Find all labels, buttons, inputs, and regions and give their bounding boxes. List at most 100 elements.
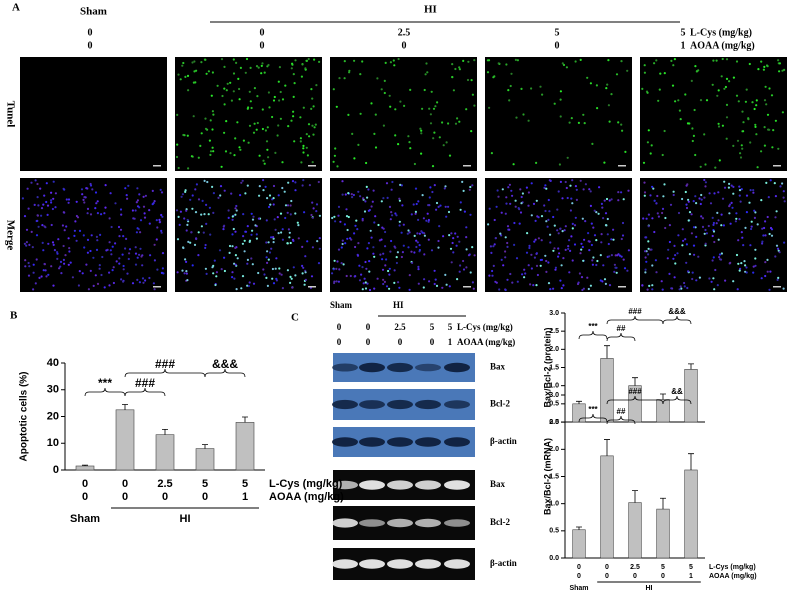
cell-dot bbox=[122, 235, 125, 238]
cell-dot bbox=[392, 59, 395, 62]
cell-dot bbox=[208, 139, 211, 142]
cell-dot bbox=[461, 180, 464, 183]
annotation: *** bbox=[588, 405, 598, 414]
cell-dot bbox=[595, 84, 599, 87]
cell-dot bbox=[705, 232, 709, 235]
dose-label: 5 bbox=[448, 322, 453, 332]
cell-dot bbox=[268, 106, 271, 109]
brace bbox=[84, 387, 126, 397]
error-bar bbox=[576, 400, 582, 404]
bar bbox=[195, 448, 215, 471]
cell-dot bbox=[311, 124, 314, 127]
cell-dot bbox=[78, 270, 81, 273]
cell-dot bbox=[605, 87, 608, 90]
annotation: *** bbox=[588, 322, 598, 331]
cell-dot bbox=[718, 253, 722, 256]
cell-dot bbox=[473, 254, 476, 257]
cell-dot bbox=[36, 214, 40, 217]
cell-dot bbox=[402, 223, 405, 226]
bar bbox=[684, 469, 698, 559]
cell-dot bbox=[230, 192, 233, 195]
cell-dot bbox=[562, 284, 565, 287]
cell-dot bbox=[715, 59, 718, 62]
cell-dot bbox=[367, 188, 370, 191]
cell-dot bbox=[425, 219, 428, 222]
cell-dot bbox=[138, 193, 141, 196]
cell-dot bbox=[286, 204, 290, 207]
cell-dot bbox=[119, 228, 123, 231]
cell-dot bbox=[755, 104, 758, 107]
cell-dot bbox=[255, 237, 258, 240]
cell-dot bbox=[655, 59, 658, 62]
cell-dot bbox=[468, 188, 471, 191]
cell-dot bbox=[603, 278, 607, 281]
cell-dot bbox=[624, 150, 627, 153]
cell-dot bbox=[265, 276, 268, 279]
cell-dot bbox=[620, 237, 623, 241]
cell-dot bbox=[651, 288, 654, 291]
cell-dot bbox=[197, 254, 200, 257]
cell-dot bbox=[182, 246, 185, 250]
cell-dot bbox=[566, 156, 569, 159]
cell-dot bbox=[305, 59, 308, 62]
cell-dot bbox=[266, 197, 269, 200]
cell-dot bbox=[515, 257, 519, 260]
cell-dot bbox=[289, 275, 292, 278]
cell-dot bbox=[754, 211, 757, 214]
cell-dot bbox=[45, 200, 48, 204]
cell-dot bbox=[184, 190, 187, 193]
cell-dot bbox=[367, 209, 370, 212]
cell-dot bbox=[564, 248, 567, 251]
cell-dot bbox=[600, 202, 604, 205]
cell-dot bbox=[409, 88, 412, 91]
cell-dot bbox=[122, 264, 125, 268]
cell-dot bbox=[191, 61, 194, 64]
cell-dot bbox=[276, 134, 279, 137]
cell-dot bbox=[223, 65, 226, 68]
cell-dot bbox=[312, 105, 315, 108]
cell-dot bbox=[777, 147, 780, 150]
cell-dot bbox=[228, 244, 232, 248]
cell-dot bbox=[507, 89, 510, 92]
cell-dot bbox=[582, 113, 585, 116]
bar bbox=[572, 529, 586, 559]
cell-dot bbox=[420, 132, 423, 135]
cell-dot bbox=[317, 262, 321, 265]
cell-dot bbox=[661, 288, 664, 291]
cell-dot bbox=[548, 179, 551, 182]
cell-dot bbox=[216, 84, 219, 87]
y-tick-label: 2.5 bbox=[549, 419, 559, 426]
cell-dot bbox=[182, 133, 185, 137]
cell-dot bbox=[260, 64, 263, 67]
cell-dot bbox=[661, 207, 665, 210]
cell-dot bbox=[313, 58, 316, 61]
cell-dot bbox=[83, 246, 86, 249]
cell-dot bbox=[155, 238, 158, 241]
cell-dot bbox=[505, 202, 508, 205]
cell-dot bbox=[756, 166, 759, 169]
cell-dot bbox=[584, 183, 588, 186]
cell-dot bbox=[310, 107, 313, 110]
cell-dot bbox=[227, 216, 230, 219]
cell-dot bbox=[272, 197, 275, 200]
cell-dot bbox=[388, 94, 391, 97]
cell-dot bbox=[73, 229, 76, 232]
cell-dot bbox=[420, 129, 423, 132]
cell-dot bbox=[143, 216, 147, 219]
cell-dot bbox=[134, 209, 137, 212]
cell-dot bbox=[136, 187, 139, 190]
cell-dot bbox=[684, 93, 687, 96]
cell-dot bbox=[514, 205, 517, 208]
cell-dot bbox=[415, 202, 418, 206]
cell-dot bbox=[396, 251, 399, 254]
cell-dot bbox=[307, 57, 310, 61]
cell-dot bbox=[249, 100, 252, 103]
cell-dot bbox=[413, 251, 416, 254]
cell-dot bbox=[750, 220, 753, 223]
cell-dot bbox=[280, 273, 283, 276]
cell-dot bbox=[545, 220, 548, 223]
x-tick-label: 1 bbox=[242, 491, 248, 503]
cell-dot bbox=[677, 234, 680, 237]
cell-dot bbox=[383, 79, 386, 82]
cell-dot bbox=[335, 267, 338, 270]
